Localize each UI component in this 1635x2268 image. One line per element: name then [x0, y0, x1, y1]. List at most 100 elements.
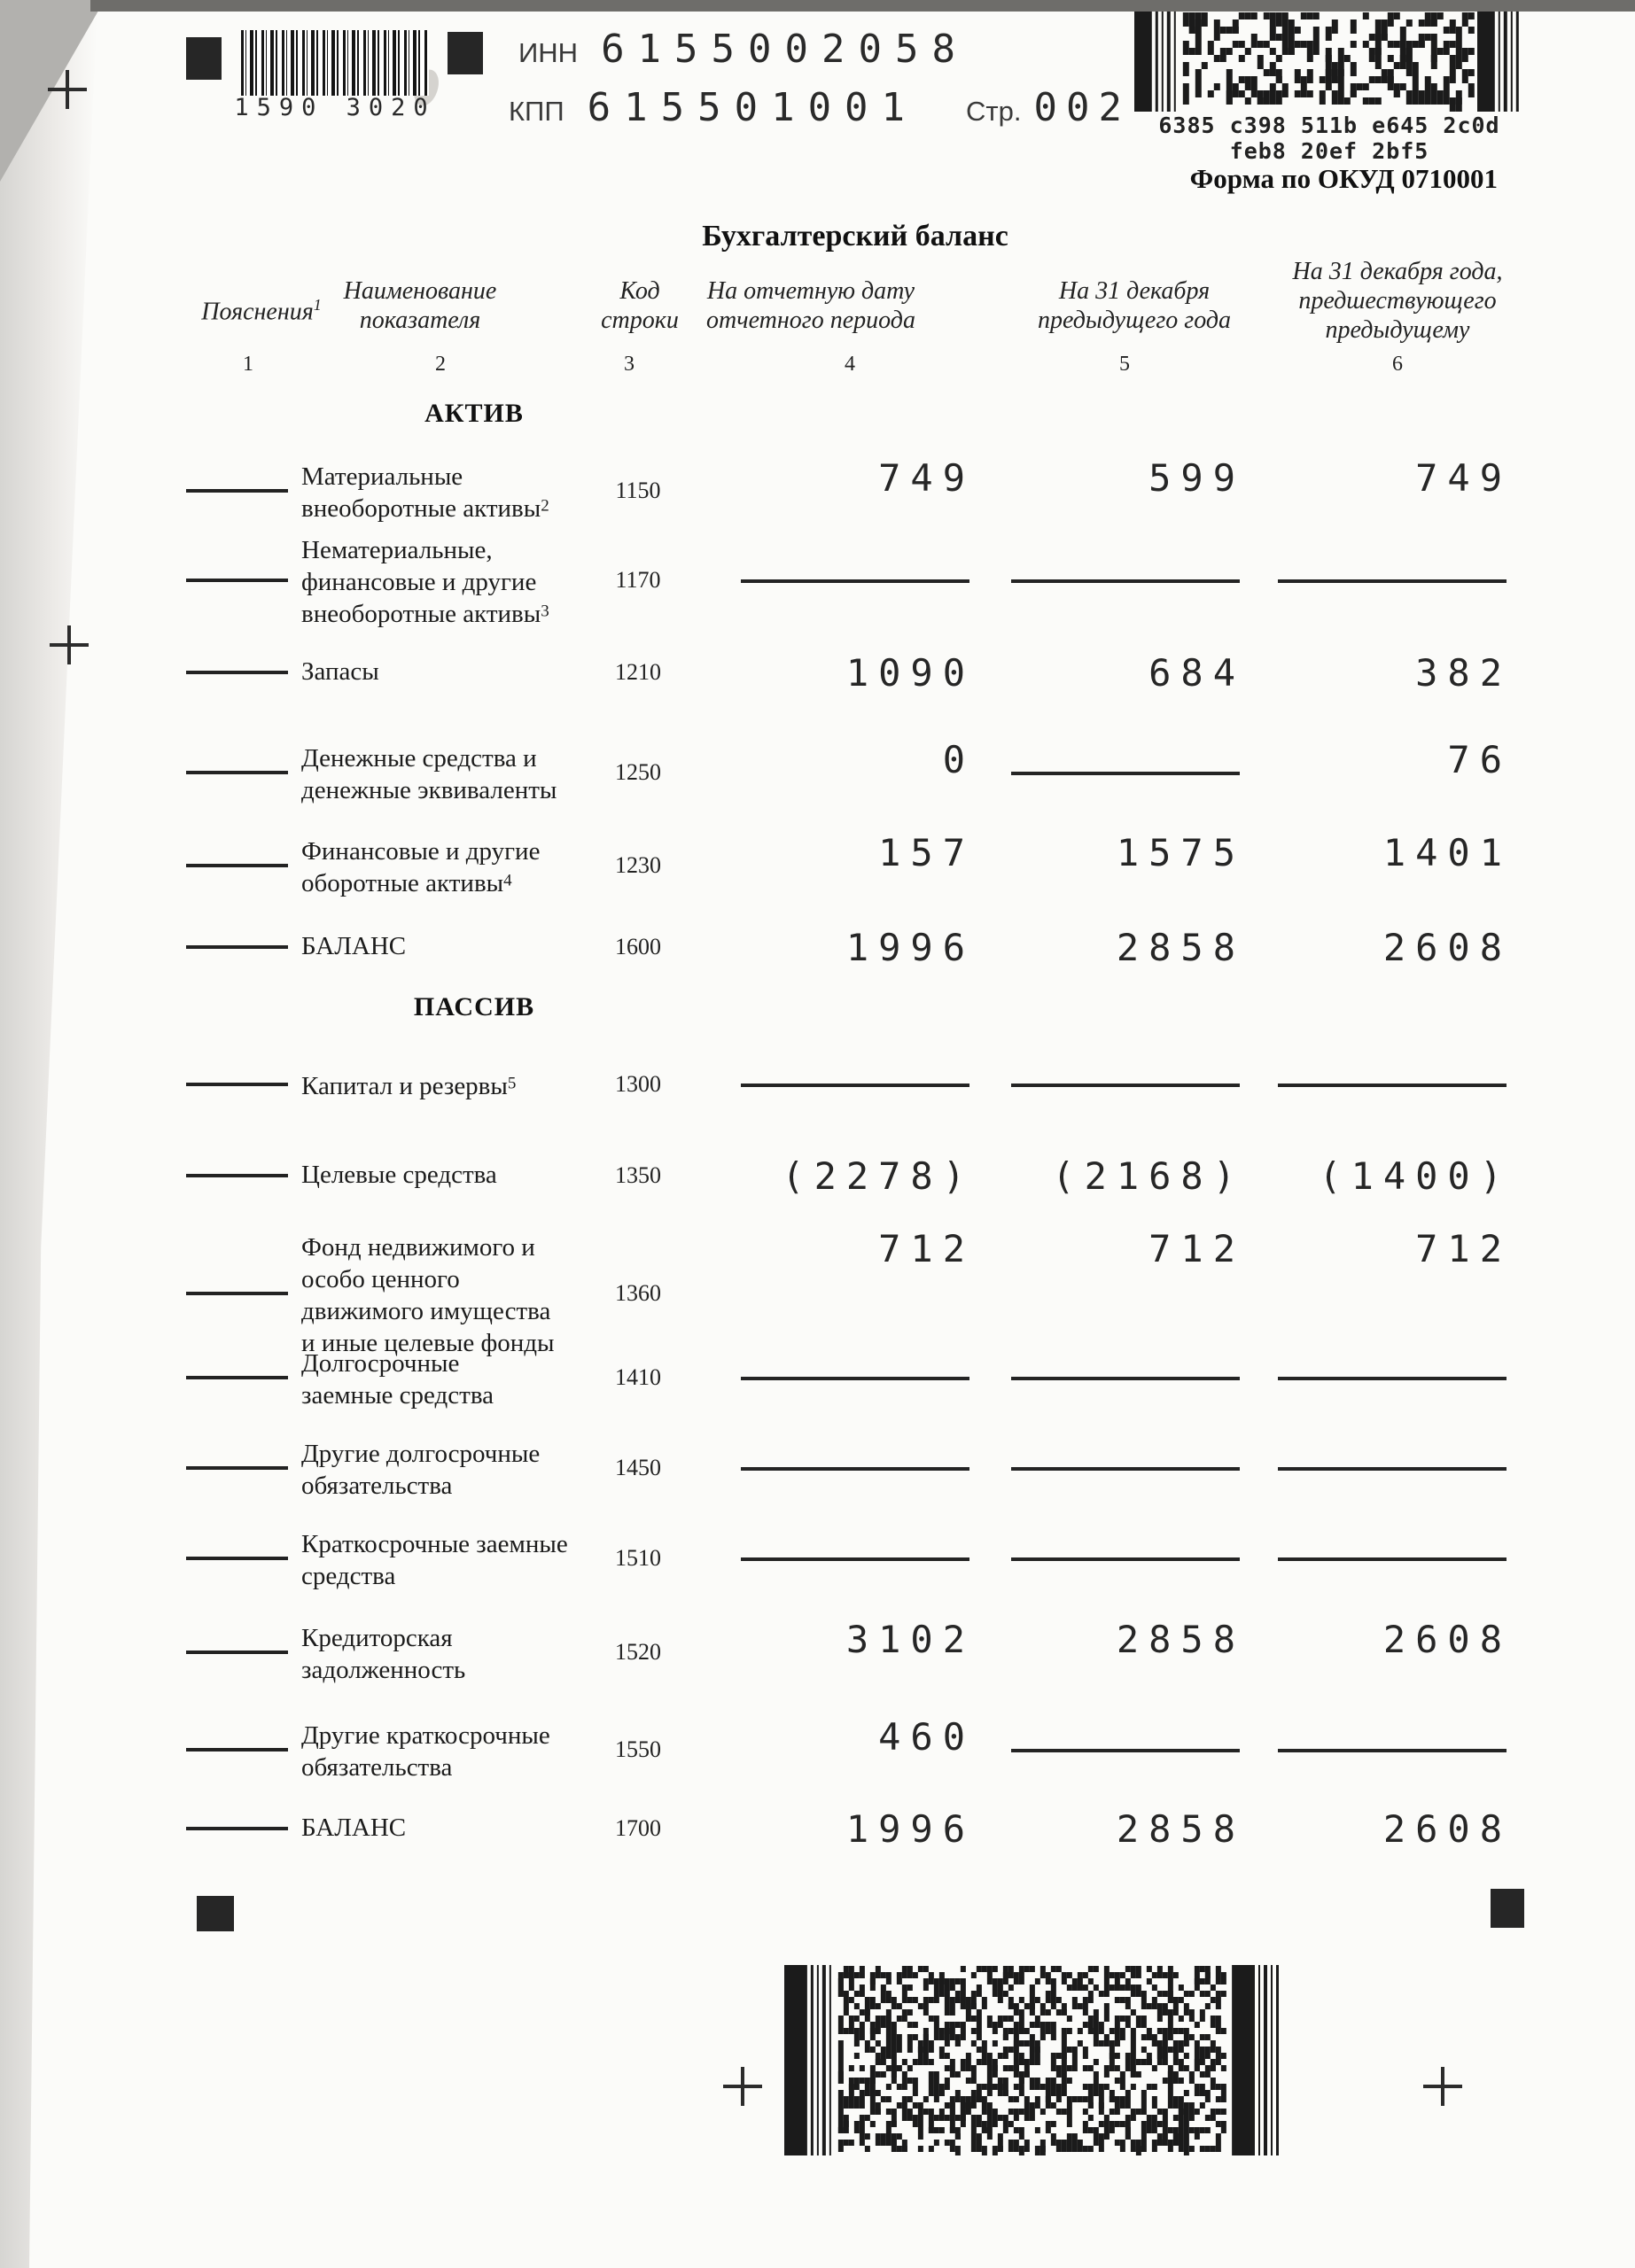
table-row-1450: Другие долгосрочные обязательства 1450 [120, 1433, 1515, 1502]
indicator-name: Другие краткосрочные обязательства [301, 1721, 550, 1782]
indicator-name: Финансовые и другие оборотные активы [301, 837, 541, 897]
blank-value-line [741, 1466, 969, 1471]
column-header-label: Пояснения [201, 298, 314, 326]
blank-value-line [1011, 771, 1240, 775]
indicator-name-cell: Фонд недвижимого и особо ценного движимо… [301, 1227, 576, 1359]
blank-value-line [1011, 1557, 1240, 1561]
registration-cross-icon [723, 2067, 762, 2106]
registration-square [1491, 1889, 1524, 1928]
column-header-prev-prev-year: На 31 декабря года, предшествующего пред… [1251, 257, 1544, 345]
blank-explanation-line [186, 1291, 288, 1295]
indicator-name: БАЛАНС [301, 1814, 407, 1842]
registration-cross-icon [48, 70, 87, 109]
value-prev-prev-year: (1400) [1319, 1154, 1512, 1198]
line-code: 1700 [615, 1815, 661, 1841]
blank-explanation-line [186, 945, 288, 949]
indicator-name: Нематериальные, финансовые и другие внео… [301, 536, 541, 628]
registration-square [448, 32, 483, 74]
explanation-cell [120, 738, 301, 806]
explanation-cell [120, 1066, 301, 1102]
document-title: Бухгалтерский баланс [702, 220, 1008, 252]
value-prev-prev-year: 749 [1415, 456, 1512, 500]
barcode-1d-icon [241, 30, 429, 96]
value-prev-prev-year [1250, 1715, 1515, 1783]
column-header-explanations: Пояснения1 [173, 291, 350, 326]
column-header-line-code: Код строки [587, 276, 693, 335]
indicator-name: Капитал и резервы [301, 1072, 508, 1100]
indicator-name: Материальные внеоборотные активы [301, 462, 541, 523]
explanation-cell [120, 926, 301, 968]
table-row-1230: Финансовые и другие оборотные активы4 12… [120, 831, 1515, 899]
indicator-name-cell: Другие долгосрочные обязательства [301, 1433, 576, 1502]
value-report-date: 1996 [845, 1807, 975, 1851]
page-number-value: 002 [1033, 85, 1131, 130]
blank-explanation-line [186, 1465, 288, 1470]
kpp-label: КПП [509, 96, 564, 127]
registration-cross-icon [1423, 2067, 1462, 2106]
blank-value-line [1278, 1083, 1507, 1087]
value-prev-year [984, 1433, 1250, 1502]
value-prev-year: 2858 [1116, 926, 1245, 969]
line-code: 1450 [615, 1454, 661, 1480]
registration-square [197, 1896, 234, 1931]
value-report-date: 1996 [845, 926, 975, 969]
column-number: 1 [243, 353, 253, 376]
line-code: 1250 [615, 758, 661, 785]
page-number-group: Стр. 002 [966, 85, 1131, 130]
column-header-label: Код строки [601, 277, 679, 334]
value-prev-prev-year: 1401 [1382, 831, 1512, 874]
blank-value-line [1278, 1557, 1507, 1561]
table-row-1170: Нематериальные, финансовые и другие внео… [120, 530, 1515, 630]
blank-explanation-line [186, 1375, 288, 1379]
indicator-name: Краткосрочные заемные средства [301, 1530, 568, 1590]
value-prev-prev-year [1250, 1343, 1515, 1411]
value-prev-prev-year: 2608 [1382, 1807, 1512, 1851]
indicator-name-cell: Краткосрочные заемные средства [301, 1524, 576, 1592]
line-code: 1170 [615, 566, 661, 593]
value-report-date: 1090 [845, 651, 975, 695]
value-prev-year [984, 1524, 1250, 1592]
blank-value-line [1278, 1376, 1507, 1380]
line-code: 1410 [615, 1363, 661, 1390]
table-row-1410: Долгосрочные заемные средства 1410 [120, 1343, 1515, 1411]
value-report-date [700, 1433, 984, 1502]
explanation-cell [120, 1343, 301, 1411]
column-header-label: Наименование показателя [343, 277, 497, 334]
blank-explanation-line [186, 1747, 288, 1751]
explanation-cell [120, 1618, 301, 1686]
indicator-name: Целевые средства [301, 1161, 497, 1189]
value-report-date: 712 [878, 1227, 975, 1270]
indicator-name-cell: Долгосрочные заемные средства [301, 1343, 576, 1411]
barcode-2d-caption: 6385 c398 511b e645 2c0d feb8 20ef 2bf5 [1158, 113, 1500, 164]
explanation-cell [120, 1715, 301, 1783]
blank-value-line [1011, 579, 1240, 583]
table-row-1350: Целевые средства 1350 (2278) (2168) (140… [120, 1154, 1515, 1197]
column-header-report-date: На отчетную дату отчетного периода [696, 276, 926, 335]
table-row-1600: БАЛАНС 1600 1996 2858 2608 [120, 926, 1515, 968]
page-label: Стр. [966, 96, 1022, 127]
indicator-name: Денежные средства и денежные эквиваленты [301, 744, 557, 804]
indicator-name: Другие долгосрочные обязательства [301, 1440, 541, 1500]
table-row-1150: Материальные внеоборотные активы2 1150 7… [120, 456, 1515, 524]
value-report-date [700, 530, 984, 630]
line-code: 1510 [615, 1544, 661, 1571]
indicator-name: Фонд недвижимого и особо ценного движимо… [301, 1233, 555, 1357]
blank-explanation-line [186, 671, 288, 674]
blank-explanation-line [186, 488, 288, 493]
barcode-2d-top-icon [1134, 12, 1524, 112]
blank-explanation-line [186, 863, 288, 867]
inn-label: ИНН [518, 37, 579, 68]
indicator-name-cell: Материальные внеоборотные активы2 [301, 456, 576, 524]
blank-explanation-line [186, 1650, 288, 1654]
blank-value-line [1011, 1466, 1240, 1471]
barcode-1d-caption: 1590 3020 [234, 94, 436, 121]
column-number: 3 [624, 353, 635, 376]
explanation-cell [120, 831, 301, 899]
value-prev-year [984, 1715, 1250, 1783]
indicator-name: Кредиторская задолженность [301, 1624, 466, 1684]
column-number: 4 [845, 353, 855, 376]
explanation-cell [120, 456, 301, 524]
indicator-name: БАЛАНС [301, 932, 407, 960]
value-prev-prev-year: 712 [1415, 1227, 1512, 1270]
footnote-ref: 5 [507, 1074, 517, 1093]
